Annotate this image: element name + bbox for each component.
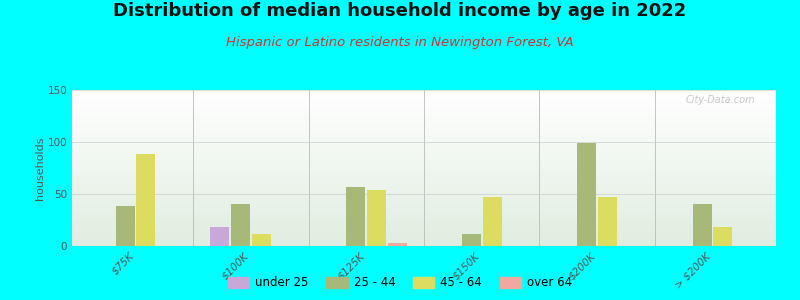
Bar: [115, 206, 134, 246]
Bar: [367, 190, 386, 246]
Bar: [462, 233, 481, 246]
Bar: [693, 204, 712, 246]
Bar: [136, 154, 155, 246]
Bar: [231, 204, 250, 246]
Bar: [346, 187, 366, 246]
Text: Hispanic or Latino residents in Newington Forest, VA: Hispanic or Latino residents in Newingto…: [226, 36, 574, 49]
Bar: [714, 227, 733, 246]
Text: City-Data.com: City-Data.com: [686, 95, 755, 105]
Text: Distribution of median household income by age in 2022: Distribution of median household income …: [114, 2, 686, 20]
Y-axis label: households: households: [34, 136, 45, 200]
Bar: [482, 197, 502, 246]
Bar: [598, 197, 617, 246]
Bar: [577, 143, 596, 246]
Bar: [252, 233, 271, 246]
Legend: under 25, 25 - 44, 45 - 64, over 64: under 25, 25 - 44, 45 - 64, over 64: [223, 272, 577, 294]
Bar: [210, 227, 230, 246]
Bar: [388, 243, 407, 246]
